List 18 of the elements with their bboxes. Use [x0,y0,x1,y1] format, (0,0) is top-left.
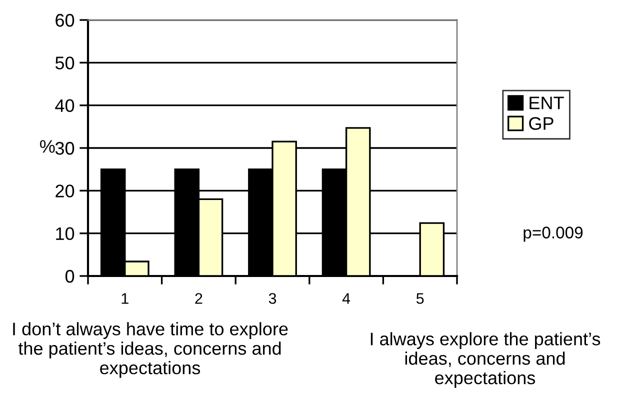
y-tick-label: 40 [55,99,74,112]
y-tick-label: 20 [56,184,74,198]
x-tick-label: 2 [195,293,202,304]
y-axis-title: % [40,140,55,153]
text: p=0.009 [524,226,583,242]
legend-label: GP [529,117,554,130]
x-tick-label: 4 [342,293,350,304]
y-tick-label: 60 [56,14,74,27]
x-tick-label: 5 [416,293,424,304]
text: I don’t always have time to explore the patient’s ideas, concerns and expectations [13,322,288,378]
text: I always explore the patient’s ideas, concerns and expectations [370,332,600,388]
x-tick-label: 1 [122,293,128,304]
legend-label: ENT [530,96,564,110]
y-tick-label: 30 [55,142,74,155]
y-tick-label: 10 [56,227,74,240]
y-tick-label: 50 [55,56,74,70]
y-tick-label: 0 [65,270,74,283]
x-tick-label: 3 [268,293,276,304]
